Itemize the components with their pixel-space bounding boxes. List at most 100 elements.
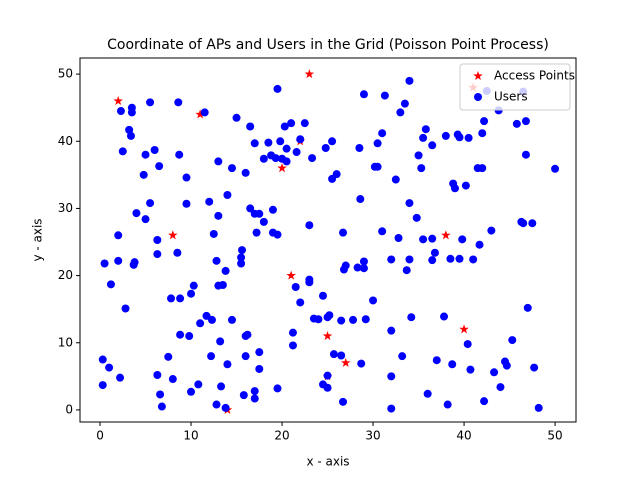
user-marker: [227, 164, 236, 173]
user-marker: [273, 84, 282, 93]
user-marker: [387, 255, 396, 264]
user-marker: [359, 257, 368, 266]
ap-marker: [113, 95, 123, 106]
user-marker: [153, 236, 162, 244]
x-tick-label: 40: [456, 429, 471, 443]
user-marker: [194, 380, 203, 389]
user-marker: [523, 303, 532, 312]
user-marker: [176, 294, 185, 303]
user-marker: [232, 113, 241, 122]
user-marker: [296, 135, 305, 144]
user-marker: [237, 259, 246, 268]
user-marker: [106, 280, 115, 289]
user-marker: [423, 389, 432, 398]
user-marker: [421, 125, 430, 134]
user-marker: [173, 248, 182, 257]
user-marker: [419, 235, 428, 244]
user-marker: [237, 253, 246, 262]
user-marker: [296, 298, 305, 307]
ap-marker: [304, 69, 315, 79]
user-marker: [508, 336, 517, 345]
user-marker: [337, 316, 346, 325]
user-marker: [164, 352, 173, 361]
user-marker: [361, 315, 370, 324]
y-axis-label: y - axis: [31, 218, 45, 261]
user-marker: [466, 365, 475, 374]
user-marker: [450, 184, 459, 193]
user-marker: [282, 144, 291, 153]
user-marker: [276, 137, 285, 146]
user-marker: [480, 117, 489, 126]
user-marker: [314, 315, 323, 324]
user-marker: [182, 173, 191, 182]
user-marker: [380, 91, 389, 100]
user-marker: [212, 256, 221, 265]
user-marker: [288, 328, 297, 337]
user-marker: [378, 227, 387, 236]
user-marker: [502, 361, 511, 370]
ap-marker: [473, 71, 483, 81]
user-marker: [405, 76, 414, 85]
user-marker: [150, 146, 159, 155]
user-marker: [146, 199, 155, 208]
user-marker: [207, 352, 216, 361]
user-marker: [227, 315, 236, 324]
user-marker: [355, 143, 364, 152]
user-marker: [237, 246, 246, 255]
user-marker: [155, 162, 164, 171]
user-marker: [146, 98, 155, 107]
user-marker: [246, 122, 255, 131]
user-marker: [130, 258, 139, 267]
user-marker: [282, 157, 291, 166]
user-marker: [341, 261, 350, 270]
user-marker: [432, 356, 441, 365]
user-marker: [305, 221, 314, 230]
user-marker: [407, 313, 416, 322]
user-marker: [402, 266, 411, 275]
user-marker: [202, 311, 211, 320]
user-marker: [252, 228, 261, 237]
user-marker: [461, 181, 470, 190]
user-marker: [116, 373, 125, 382]
x-tick-label: 10: [183, 429, 198, 443]
user-marker: [332, 170, 341, 179]
legend-label: Access Points: [494, 69, 575, 83]
user-marker: [168, 375, 177, 384]
ap-marker: [459, 324, 469, 334]
user-marker: [127, 108, 136, 117]
user-marker: [126, 131, 135, 140]
ap-marker: [340, 357, 351, 367]
user-marker: [223, 360, 232, 369]
user-marker: [125, 125, 134, 134]
ap-marker: [195, 109, 205, 119]
user-marker: [280, 122, 289, 131]
user-marker: [428, 141, 437, 150]
user-marker: [176, 330, 185, 339]
user-marker: [239, 391, 248, 400]
user-marker: [216, 337, 225, 346]
user-marker: [528, 219, 537, 228]
user-marker: [443, 400, 452, 409]
user-marker: [141, 215, 150, 224]
user-marker: [475, 240, 484, 249]
user-marker: [373, 139, 382, 148]
x-tick-label: 30: [365, 429, 380, 443]
user-marker: [209, 229, 218, 238]
user-marker: [114, 256, 123, 265]
user-marker: [114, 231, 123, 240]
user-marker: [446, 254, 455, 263]
user-marker: [428, 256, 437, 265]
user-marker: [100, 259, 109, 268]
user-marker: [325, 311, 334, 320]
user-marker: [496, 383, 505, 392]
user-marker: [337, 351, 346, 360]
user-marker: [241, 168, 250, 177]
user-marker: [405, 199, 414, 208]
user-marker: [378, 129, 387, 138]
user-marker: [157, 402, 166, 411]
user-marker: [400, 99, 409, 108]
x-tick-label: 0: [96, 429, 104, 443]
user-marker: [214, 211, 223, 220]
user-marker: [291, 283, 300, 292]
legend-box: [459, 63, 571, 111]
